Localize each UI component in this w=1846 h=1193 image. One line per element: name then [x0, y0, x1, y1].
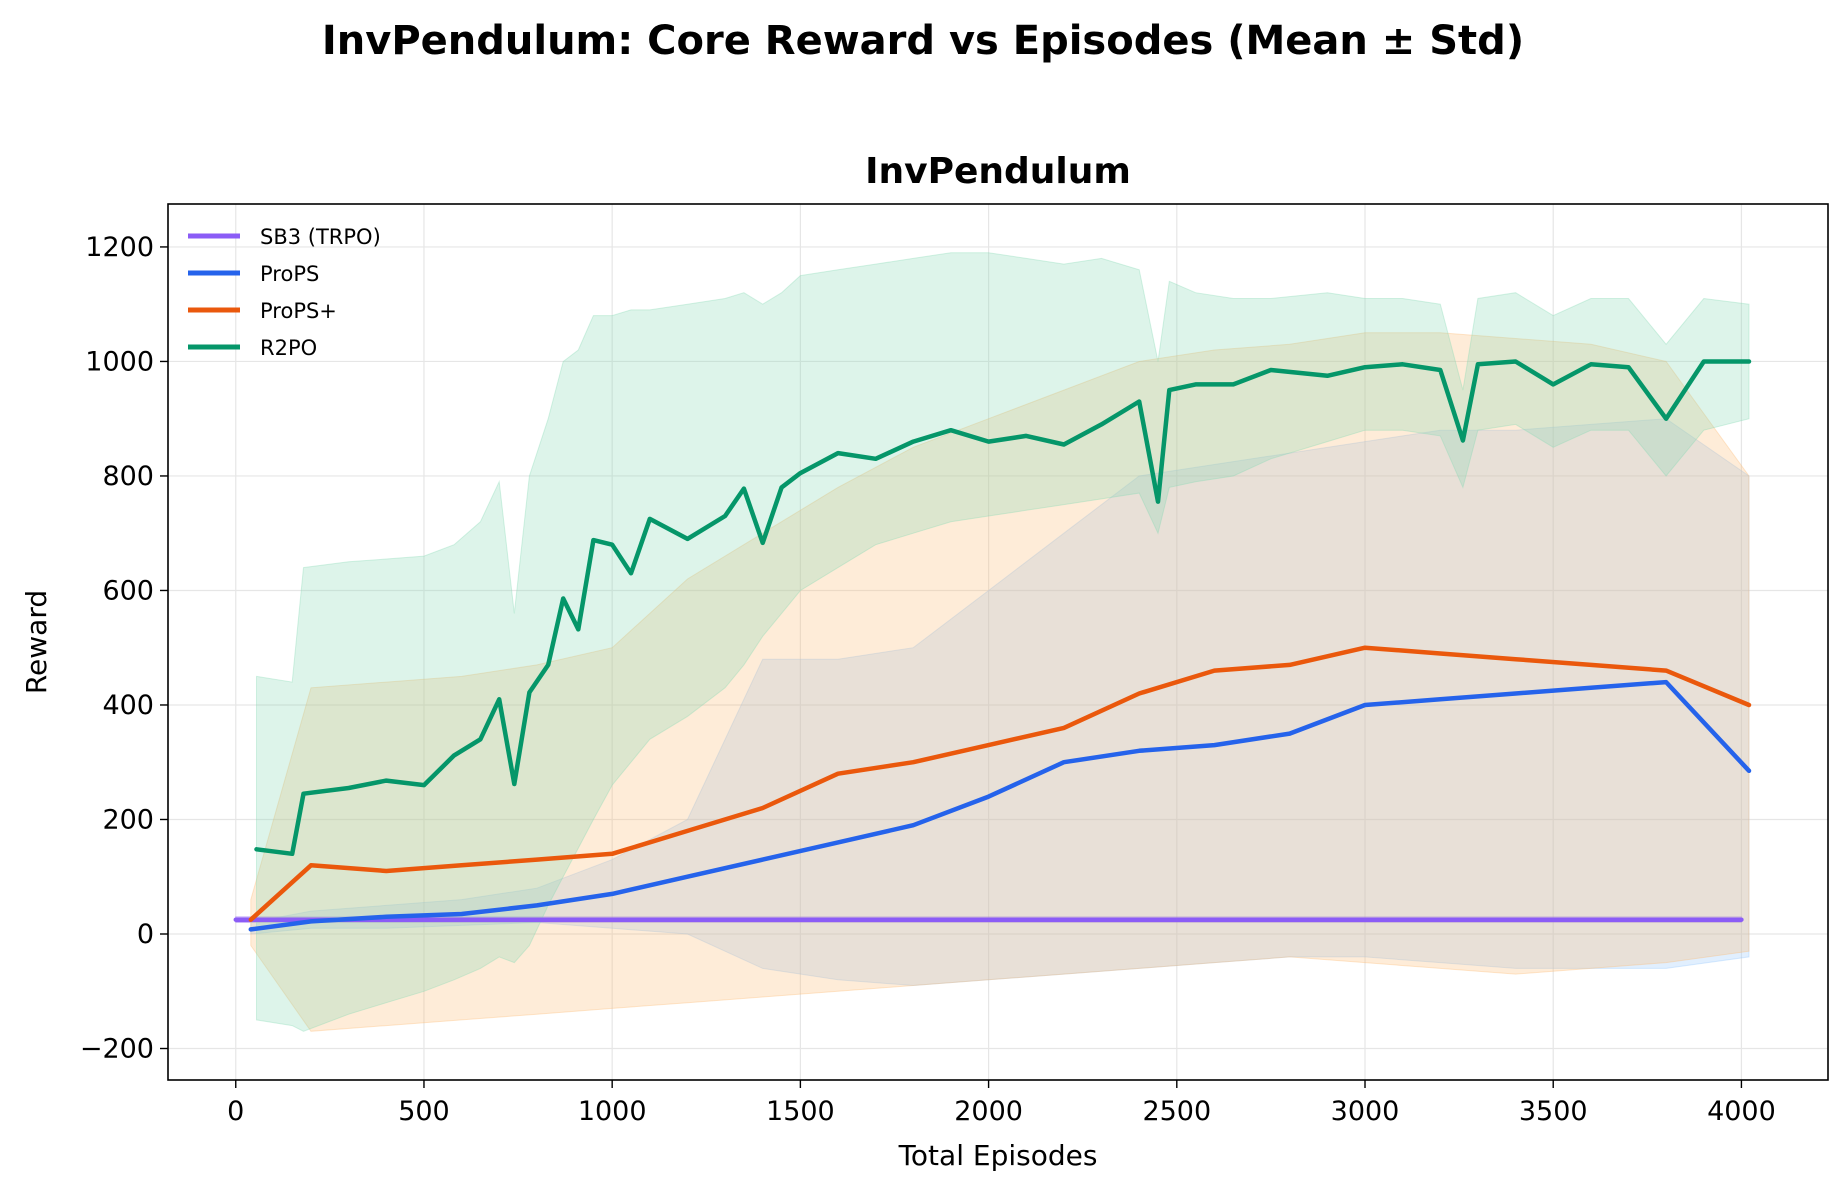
x-tick-label: 3000	[1331, 1096, 1400, 1127]
legend: SB3 (TRPO) ProPS ProPS+ R2PO	[188, 225, 381, 360]
x-tick-label: 4000	[1707, 1096, 1776, 1127]
x-tick-label: 1500	[766, 1096, 835, 1127]
legend-label-r2po: R2PO	[260, 336, 317, 360]
std-band-props	[250, 332, 1750, 1032]
x-tick-label: 2000	[954, 1096, 1023, 1127]
x-tick-label: 2500	[1142, 1096, 1211, 1127]
figure-suptitle: InvPendulum: Core Reward vs Episodes (Me…	[322, 18, 1524, 64]
series-line-r2po	[254, 359, 1752, 857]
std-band-props	[250, 418, 1750, 987]
x-tick-label: 0	[227, 1096, 244, 1127]
x-axis-label: Total Episodes	[898, 1139, 1098, 1172]
legend-label-props: ProPS+	[260, 299, 337, 323]
y-axis-ticks: −200 0 200 400 600 800 1000 1200	[80, 232, 168, 1065]
y-tick-label: −200	[80, 1034, 154, 1065]
y-tick-label: 400	[102, 690, 154, 721]
y-tick-label: 800	[102, 461, 154, 492]
mean-lines	[233, 359, 1752, 932]
y-axis-label: Reward	[20, 590, 53, 694]
y-tick-label: 1000	[85, 346, 154, 377]
std-band-r2po	[256, 252, 1750, 1032]
x-axis-ticks: 0 500 1000 1500 2000 2500 3000 3500 4000	[227, 1080, 1776, 1127]
y-tick-label: 0	[137, 919, 154, 950]
series-line-props	[248, 645, 1752, 922]
std-bands	[235, 252, 1750, 1032]
grid	[168, 204, 1828, 1080]
y-tick-label: 600	[102, 575, 154, 606]
series-line-props	[248, 679, 1752, 932]
axes-title: InvPendulum	[865, 151, 1131, 192]
x-tick-label: 1000	[578, 1096, 647, 1127]
legend-label-props: ProPS	[260, 262, 319, 286]
y-tick-label: 1200	[85, 232, 154, 263]
legend-label-sb3-trpo: SB3 (TRPO)	[260, 225, 381, 249]
x-tick-label: 500	[398, 1096, 450, 1127]
x-tick-label: 3500	[1519, 1096, 1588, 1127]
y-tick-label: 200	[102, 804, 154, 835]
plot-frame	[167, 203, 1829, 1081]
